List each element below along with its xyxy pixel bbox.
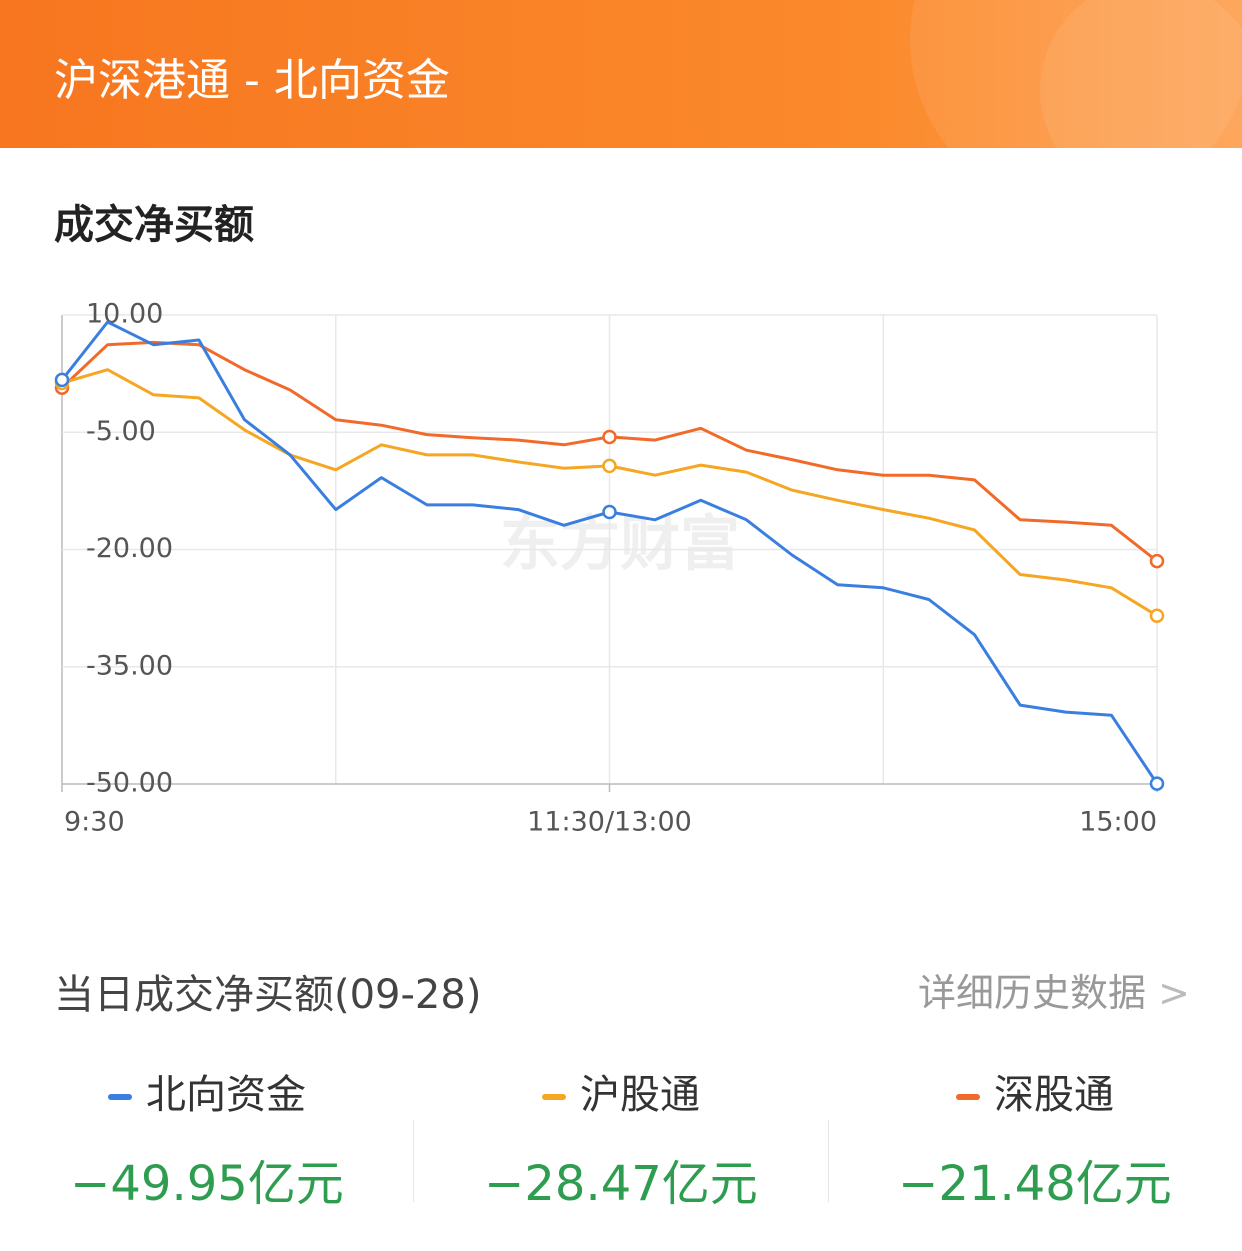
point-marker <box>602 429 617 445</box>
watermark: 东方财富 <box>500 510 740 580</box>
summary-item: 沪股通 −28.47亿元 <box>414 1062 828 1214</box>
summary-item: 北向资金 −49.95亿元 <box>0 1062 414 1214</box>
legend-swatch <box>108 1094 132 1100</box>
legend-label: 深股通 <box>994 1072 1114 1118</box>
separator <box>413 1120 414 1202</box>
total-value: −49.95亿元 <box>70 1156 344 1212</box>
point-marker <box>1149 608 1165 623</box>
section-title: 成交净买额 <box>54 202 254 248</box>
legend-label: 沪股通 <box>580 1072 700 1118</box>
chart: 东方财富 10.00 -5.00 -20.00 -35.00 -50.00 9:30 11:3… <box>54 299 1165 838</box>
legend-entry: 沪股通 <box>414 1062 828 1120</box>
separator <box>828 1120 829 1202</box>
point-marker <box>54 372 70 388</box>
y-tick-label: -5.00 <box>86 416 156 447</box>
header-title: 沪深港通 - 北向资金 <box>54 55 450 106</box>
total-value: −28.47亿元 <box>484 1156 758 1212</box>
legend-label: 北向资金 <box>146 1072 306 1118</box>
x-tick-label: 15:00 <box>1079 807 1157 838</box>
y-tick-label: 10.00 <box>86 299 163 330</box>
y-tick-label: -35.00 <box>86 650 173 681</box>
point-marker <box>602 458 617 474</box>
legend-entry: 深股通 <box>828 1062 1242 1120</box>
point-marker <box>1149 553 1165 569</box>
summary-item: 深股通 −21.48亿元 <box>828 1062 1242 1214</box>
chevron[interactable]: > <box>1158 971 1190 1015</box>
summary-title: 当日成交净买额(09-28) <box>54 972 482 1018</box>
x-tick-label: 9:30 <box>64 807 125 838</box>
point-marker <box>1149 776 1165 791</box>
history-link[interactable]: 详细历史数据 > <box>918 962 1190 1017</box>
header-decoration <box>910 0 1242 148</box>
x-tick-label: 11:30/13:00 <box>527 807 692 838</box>
legend-swatch <box>542 1094 566 1100</box>
y-tick-label: -20.00 <box>86 533 173 564</box>
header: 沪深港通 - 北向资金 <box>0 0 1242 148</box>
legend-entry: 北向资金 <box>0 1062 414 1120</box>
point-marker <box>602 504 617 520</box>
legend-swatch <box>956 1094 980 1100</box>
history-link-text[interactable]: 详细历史数据 <box>918 971 1147 1015</box>
y-tick-label: -50.00 <box>86 768 173 799</box>
total-value: −21.48亿元 <box>898 1156 1172 1212</box>
